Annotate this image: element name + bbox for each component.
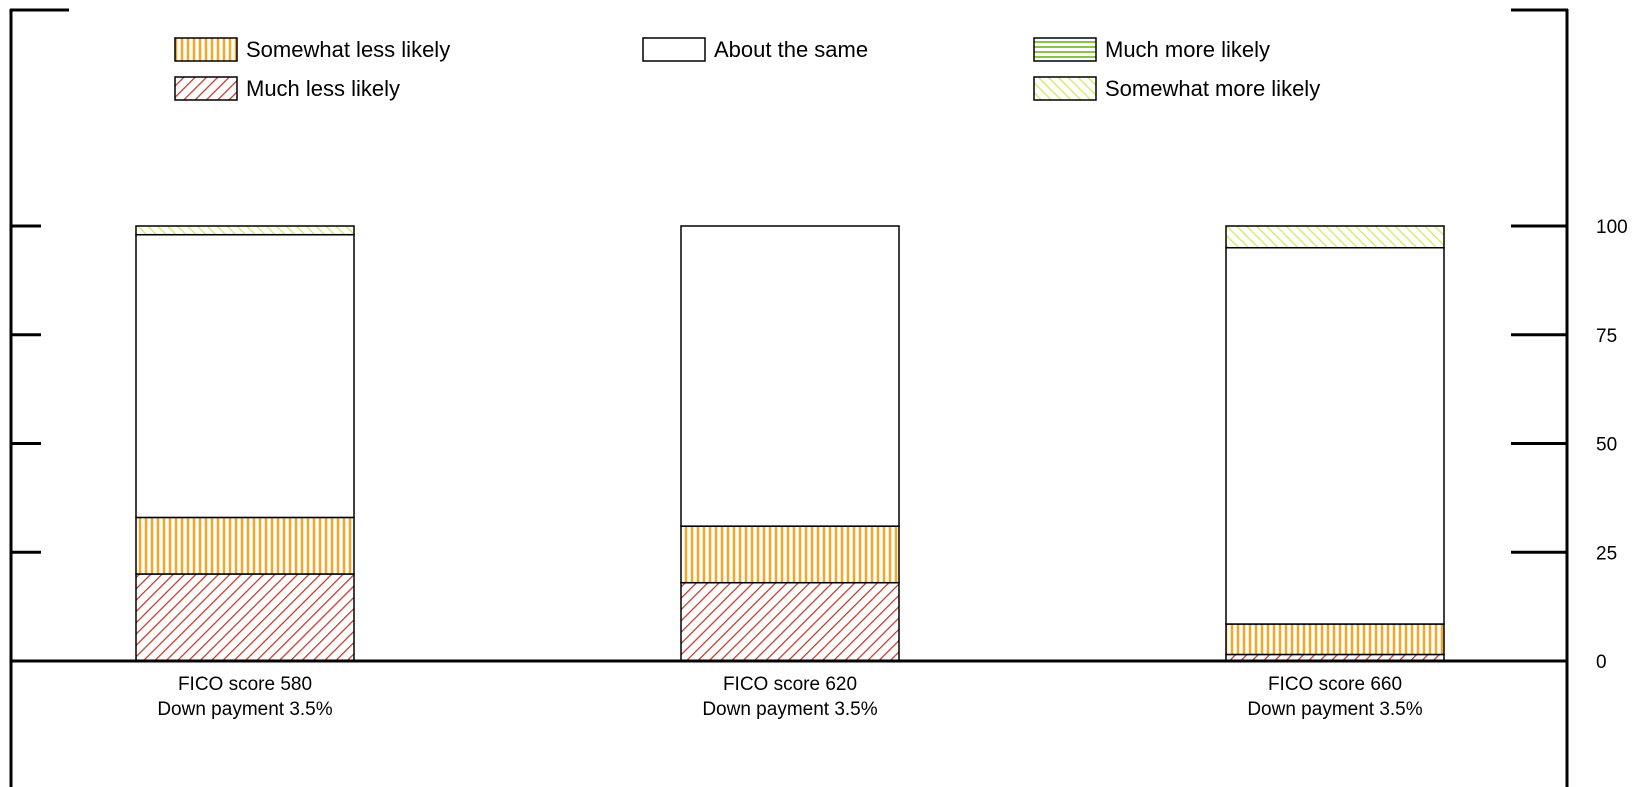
category-label-line-3-1: FICO score 660 xyxy=(1268,674,1402,695)
legend-swatch-somewhat-more-likely xyxy=(1033,76,1097,101)
legend-label-much-less-likely: Much less likely xyxy=(246,76,400,101)
category-label-2: FICO score 620 Down payment 3.5% xyxy=(702,674,877,720)
y-tick-label-0: 0 xyxy=(1596,652,1607,673)
y-tick-label-100: 100 xyxy=(1596,217,1628,238)
y-tick-label-25: 25 xyxy=(1596,543,1617,564)
bar-segment-much-less-likely-1 xyxy=(135,573,355,662)
bar-segment-somewhat-more-likely-3 xyxy=(1225,225,1445,249)
bar-segment-somewhat-less-likely-2 xyxy=(680,525,900,584)
legend-label-somewhat-less-likely: Somewhat less likely xyxy=(246,37,450,62)
legend-swatch-about-the-same xyxy=(642,37,706,62)
category-label-line-1-1: FICO score 580 xyxy=(178,674,312,695)
legend-swatch-somewhat-less-likely xyxy=(174,37,238,62)
legend-item-much-more-likely: Much more likely xyxy=(1033,37,1270,62)
category-label-line-1-2: Down payment 3.5% xyxy=(157,699,332,720)
bar-segment-somewhat-less-likely-1 xyxy=(135,516,355,575)
legend-label-much-more-likely: Much more likely xyxy=(1105,37,1270,62)
legend-item-about-the-same: About the same xyxy=(642,37,868,62)
legend-item-much-less-likely: Much less likely xyxy=(174,76,400,101)
legend-item-somewhat-more-likely: Somewhat more likely xyxy=(1033,76,1320,101)
chart-frame xyxy=(9,8,1569,787)
bar-segment-much-less-likely-2 xyxy=(680,581,900,662)
category-label-line-2-2: Down payment 3.5% xyxy=(702,699,877,720)
category-label-line-3-2: Down payment 3.5% xyxy=(1247,699,1422,720)
bar-segment-somewhat-less-likely-3 xyxy=(1225,623,1445,656)
bar-segment-about-the-same-1 xyxy=(135,233,355,519)
legend-swatch-much-less-likely xyxy=(174,76,238,101)
legend-item-somewhat-less-likely: Somewhat less likely xyxy=(174,37,450,62)
bar-segment-somewhat-more-likely-1 xyxy=(135,225,355,236)
category-label-3: FICO score 660 Down payment 3.5% xyxy=(1247,674,1422,720)
legend-swatch-much-more-likely xyxy=(1033,37,1097,62)
y-tick-label-50: 50 xyxy=(1596,435,1617,456)
y-tick-label-75: 75 xyxy=(1596,326,1617,347)
x-axis-labels: FICO score 580 Down payment 3.5%FICO scor… xyxy=(157,674,1422,720)
bar-stack-1 xyxy=(135,225,355,662)
legend-label-somewhat-more-likely: Somewhat more likely xyxy=(1105,76,1320,101)
category-label-line-2-1: FICO score 620 xyxy=(723,674,857,695)
bar-stack-3 xyxy=(1225,225,1445,662)
category-label-1: FICO score 580 Down payment 3.5% xyxy=(157,674,332,720)
bar-segment-about-the-same-3 xyxy=(1225,247,1445,625)
bars xyxy=(135,225,1445,662)
legend: Somewhat less likely About the same Much m… xyxy=(174,37,1320,101)
bar-segment-about-the-same-2 xyxy=(680,225,900,527)
bar-stack-2 xyxy=(680,225,900,662)
legend-label-about-the-same: About the same xyxy=(714,37,868,62)
